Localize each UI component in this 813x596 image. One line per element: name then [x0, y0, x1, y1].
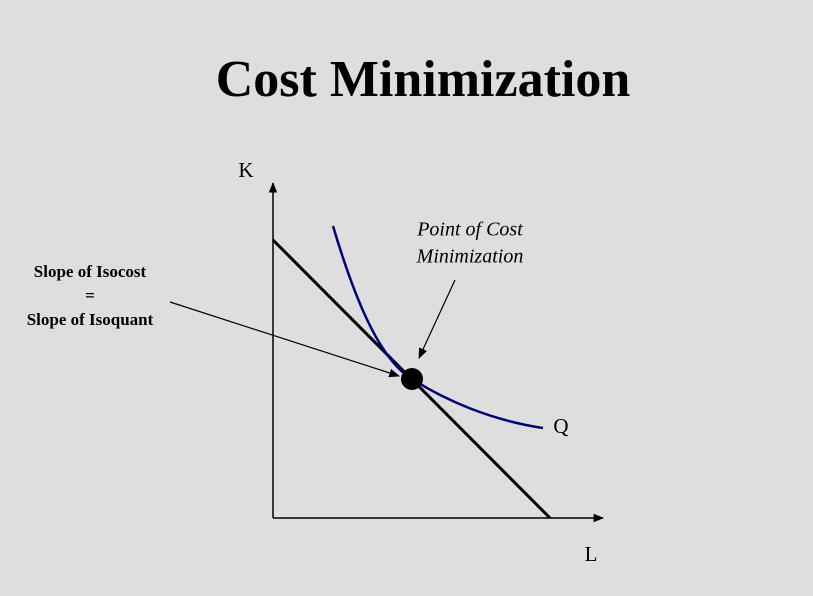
curve-label: Q	[553, 414, 568, 438]
tangency-point	[401, 368, 423, 390]
y-axis-label: K	[238, 158, 253, 182]
annotation-arrow	[169, 301, 401, 378]
annotation-line: Slope of Isoquant	[27, 310, 154, 329]
annotation-line: Slope of Isocost	[34, 262, 147, 281]
annotation-line: Minimization	[416, 246, 524, 268]
annotation-line: Point of Cost	[416, 219, 523, 241]
annotation-arrow	[418, 279, 456, 359]
title: Cost Minimization	[216, 51, 631, 108]
annotation-line: =	[85, 286, 95, 305]
x-axis-label: L	[585, 542, 598, 566]
